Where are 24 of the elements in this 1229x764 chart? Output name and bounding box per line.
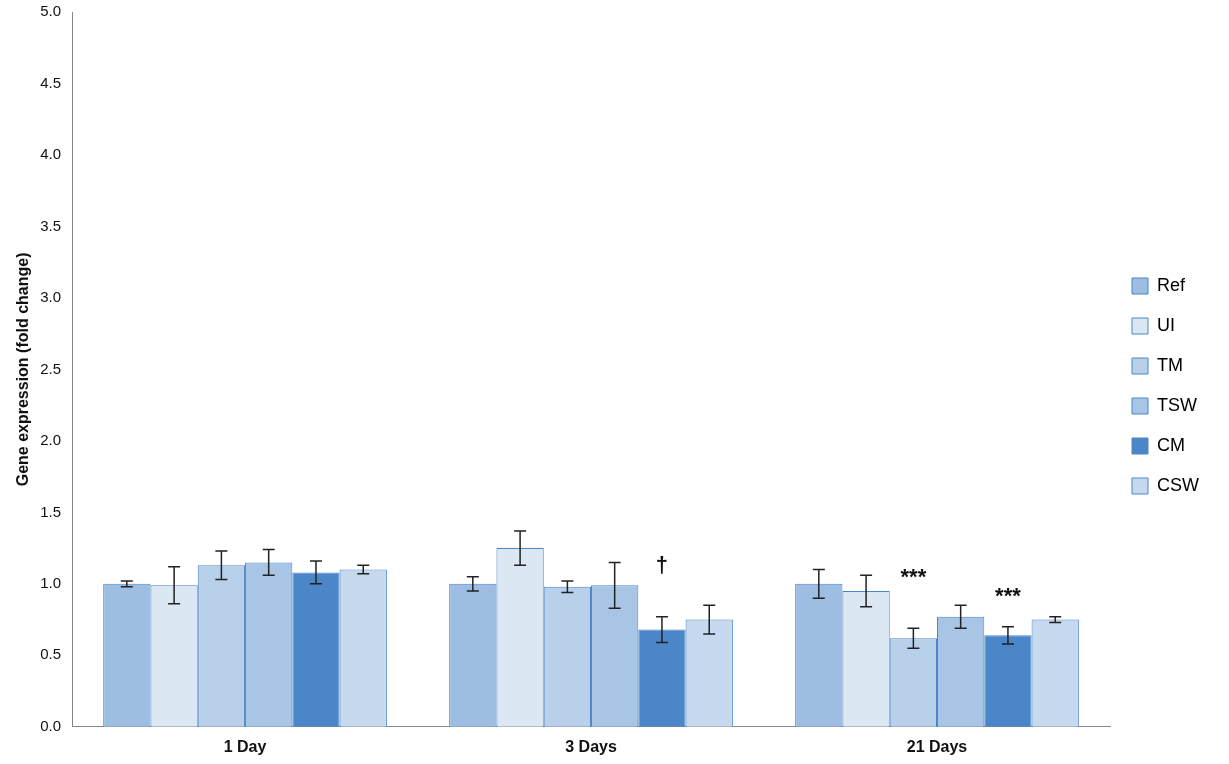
y-tick-label: 1.0 <box>40 573 62 591</box>
annotation: † <box>655 551 669 577</box>
annotation: *** <box>995 583 1022 609</box>
y-tick-label: 5.0 <box>40 2 62 20</box>
legend-label: Ref <box>1157 274 1187 295</box>
y-tick-label: 0.0 <box>40 716 62 734</box>
legend-label: UI <box>1157 314 1176 335</box>
legend-label: CSW <box>1157 474 1200 495</box>
y-axis-title: Gene expression (fold change) <box>14 252 32 487</box>
legend-label: TSW <box>1157 394 1198 415</box>
y-tick-label: 1.5 <box>40 502 62 520</box>
y-tick-label: 4.5 <box>40 73 62 91</box>
x-tick-label: 3 Days <box>565 737 617 755</box>
y-tick-label: 4.0 <box>40 145 62 163</box>
y-tick-label: 2.0 <box>40 431 62 449</box>
x-tick-label: 1 Day <box>223 737 267 755</box>
annotation: *** <box>900 564 927 590</box>
legend-label: TM <box>1157 354 1184 375</box>
y-tick-label: 0.5 <box>40 645 62 663</box>
legend-label: CM <box>1157 434 1186 455</box>
y-tick-label: 3.0 <box>40 288 62 306</box>
y-tick-label: 2.5 <box>40 359 62 377</box>
x-tick-label: 21 Days <box>906 737 968 755</box>
y-tick-label: 3.5 <box>40 216 62 234</box>
